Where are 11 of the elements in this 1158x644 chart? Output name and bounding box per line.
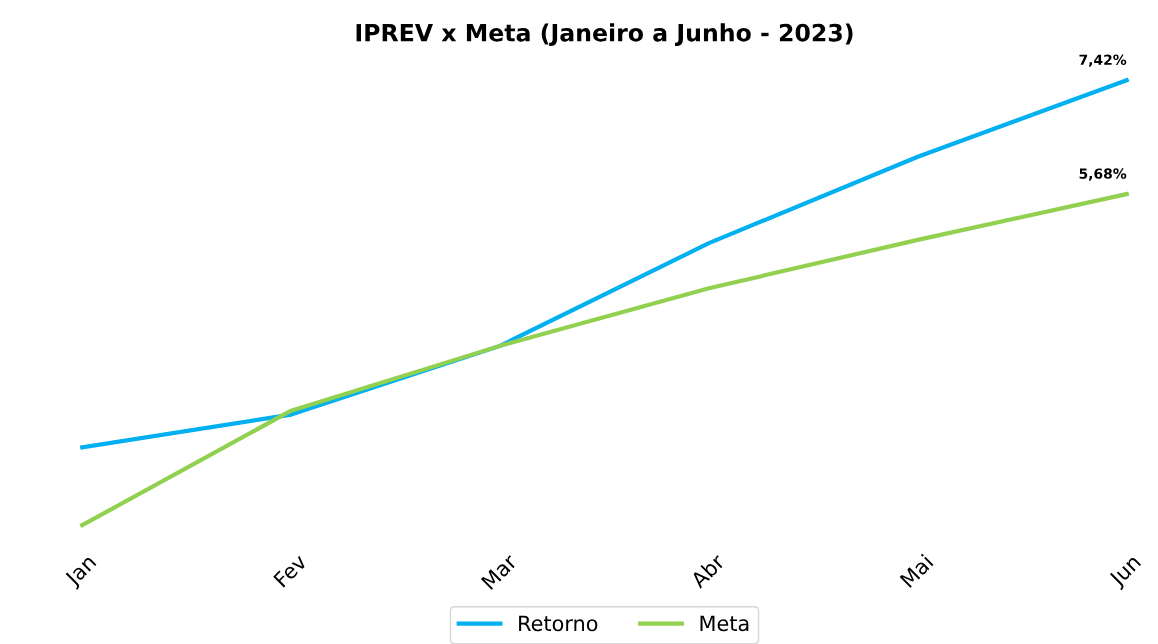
legend-label: Retorno [519,615,598,632]
x-tick-label: Fev [273,553,308,588]
chart-title: IPREV x Meta (Janeiro a Junho - 2023) [356,23,853,47]
data-label: 7,42% [1079,54,1127,67]
data-label: 5,68% [1079,168,1127,181]
legend-label: Meta [700,615,749,632]
x-tick-label: Mai [899,553,934,589]
x-tick-label: Abr [689,552,726,590]
x-tick-label: Jan [63,553,100,590]
x-tick-label: Jun [1107,553,1144,591]
x-tick-label: Mar [480,552,519,591]
